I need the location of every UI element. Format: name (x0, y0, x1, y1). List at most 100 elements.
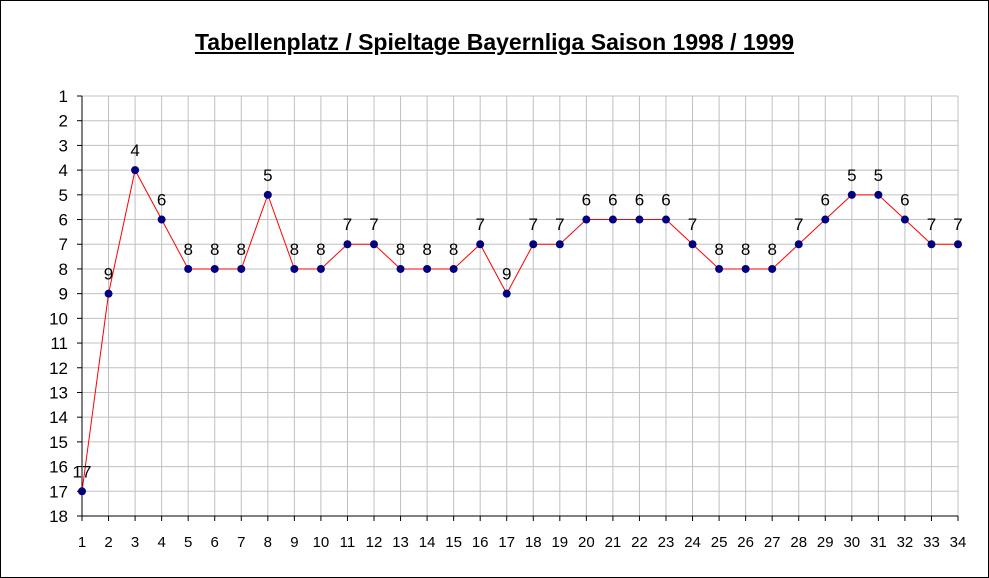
y-tick-label: 4 (59, 161, 68, 180)
data-label: 6 (821, 191, 830, 210)
x-tick-label: 18 (525, 534, 542, 551)
y-tick-label: 7 (59, 235, 68, 254)
x-tick-label: 27 (764, 534, 781, 551)
data-point (290, 264, 299, 273)
y-tick-label: 18 (49, 507, 68, 526)
x-tick-label: 25 (711, 534, 728, 551)
data-label: 7 (555, 215, 564, 234)
x-tick-label: 1 (78, 534, 86, 551)
y-tick-label: 15 (49, 433, 68, 452)
data-label: 8 (183, 240, 192, 259)
axes (77, 95, 959, 521)
chart-title: Tabellenplatz / Spieltage Bayernliga Sai… (194, 29, 795, 55)
x-tick-label: 34 (950, 534, 967, 551)
data-point (476, 240, 485, 249)
data-point (821, 215, 830, 224)
data-label: 7 (688, 215, 697, 234)
data-label: 7 (475, 215, 484, 234)
data-label: 5 (874, 166, 883, 185)
x-tick-label: 12 (366, 534, 383, 551)
y-tick-label: 6 (59, 211, 68, 230)
x-tick-label: 8 (264, 534, 272, 551)
data-point (741, 264, 750, 273)
data-label: 9 (104, 265, 113, 284)
data-label: 5 (847, 166, 856, 185)
data-label: 8 (741, 240, 750, 259)
data-point (157, 215, 166, 224)
data-label: 7 (794, 215, 803, 234)
data-point (635, 215, 644, 224)
x-tick-label: 26 (737, 534, 754, 551)
x-tick-label: 3 (131, 534, 139, 551)
data-point (529, 240, 538, 249)
x-tick-label: 14 (419, 534, 436, 551)
x-tick-label: 29 (817, 534, 834, 551)
x-tick-label: 24 (684, 534, 701, 551)
data-point (423, 264, 432, 273)
data-point (237, 264, 246, 273)
series (78, 166, 962, 496)
y-tick-label: 5 (59, 186, 68, 205)
x-tick-label: 13 (392, 534, 409, 551)
y-tick-label: 9 (59, 285, 68, 304)
data-point (662, 215, 670, 224)
x-tick-label: 10 (313, 534, 330, 551)
y-tick-label: 16 (49, 458, 68, 477)
x-tick-label: 15 (445, 534, 462, 551)
data-label: 5 (263, 166, 272, 185)
data-point (184, 264, 193, 273)
data-point (927, 240, 936, 249)
x-tick-label: 9 (290, 534, 298, 551)
data-point (954, 240, 962, 249)
data-label: 7 (927, 215, 936, 234)
data-point (582, 215, 591, 224)
data-label: 6 (900, 191, 909, 210)
data-point (104, 289, 113, 298)
data-point (847, 190, 856, 199)
data-label: 8 (210, 240, 219, 259)
y-tick-label: 3 (59, 136, 68, 155)
y-tick-label: 2 (59, 112, 68, 131)
x-tick-label: 23 (658, 534, 675, 551)
y-tick-label: 13 (49, 383, 68, 402)
data-point (396, 264, 405, 273)
x-tick-label: 19 (551, 534, 568, 551)
data-point (78, 487, 86, 496)
data-point (502, 289, 511, 298)
x-tick-label: 30 (843, 534, 860, 551)
data-label: 6 (635, 191, 644, 210)
data-label: 8 (290, 240, 299, 259)
data-label: 6 (582, 191, 591, 210)
x-tick-label: 20 (578, 534, 595, 551)
x-tick-label: 16 (472, 534, 489, 551)
data-point (874, 190, 883, 199)
data-label: 9 (502, 265, 511, 284)
data-label: 7 (529, 215, 538, 234)
y-tick-label: 12 (49, 359, 68, 378)
y-tick-label: 14 (49, 408, 68, 427)
data-label: 8 (316, 240, 325, 259)
x-tick-label: 31 (870, 534, 887, 551)
x-tick-label: 2 (104, 534, 112, 551)
data-point (715, 264, 724, 273)
x-tick-label: 21 (605, 534, 622, 551)
data-label: 7 (343, 215, 352, 234)
y-tick-label: 1 (59, 87, 68, 106)
y-tick-label: 10 (49, 309, 68, 328)
data-label: 6 (608, 191, 617, 210)
x-tick-label: 5 (184, 534, 192, 551)
data-point (316, 264, 325, 273)
data-label: 8 (767, 240, 776, 259)
data-label: 8 (396, 240, 405, 259)
x-tick-label: 6 (211, 534, 219, 551)
data-label: 6 (157, 191, 166, 210)
data-point (131, 166, 140, 175)
data-point (343, 240, 352, 249)
y-tick-label: 8 (59, 260, 68, 279)
grid-lines (81, 95, 959, 517)
data-point (263, 190, 272, 199)
data-point (768, 264, 777, 273)
